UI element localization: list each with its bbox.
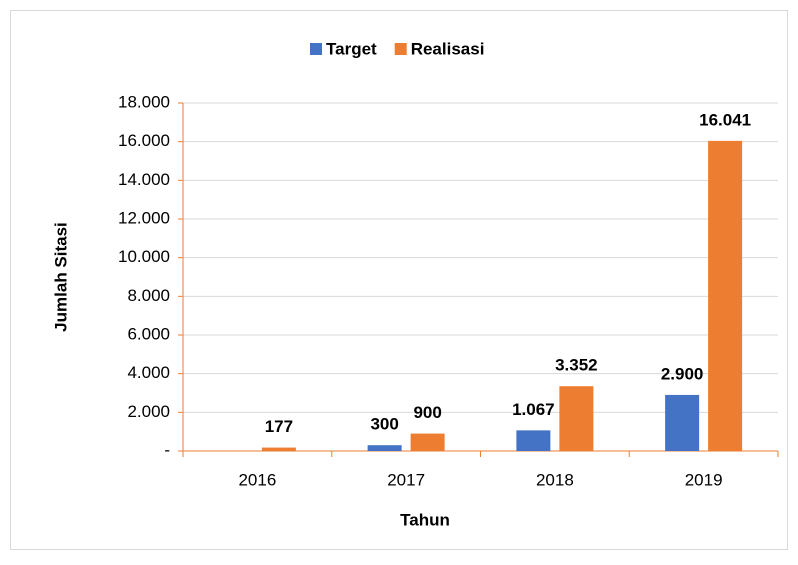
value-label: 1.067 [512, 400, 555, 419]
y-tick-label: 18.000 [118, 92, 170, 111]
x-tick-label: 2016 [238, 470, 276, 489]
legend-label: Target [326, 39, 377, 58]
bar [665, 394, 700, 451]
y-tick-label: - [164, 440, 170, 459]
value-label: 300 [370, 415, 398, 434]
y-tick-label: 12.000 [118, 208, 170, 227]
value-label: 2.900 [661, 364, 704, 383]
bar [516, 430, 551, 451]
bar [261, 447, 296, 451]
value-label: 177 [265, 417, 293, 436]
y-tick-label: 10.000 [118, 247, 170, 266]
bar [367, 445, 402, 451]
y-tick-label: 16.000 [118, 131, 170, 150]
x-tick-label: 2018 [536, 470, 574, 489]
y-tick-label: 8.000 [127, 286, 170, 305]
bar [559, 386, 594, 451]
y-tick-label: 6.000 [127, 324, 170, 343]
legend-label: Realisasi [411, 39, 485, 58]
x-axis-title: Tahun [400, 510, 450, 529]
y-tick-label: 4.000 [127, 363, 170, 382]
chart-border [10, 10, 788, 550]
value-label: 900 [413, 403, 441, 422]
value-label: 3.352 [555, 356, 598, 375]
y-axis-title: Jumlah Sitasi [51, 222, 70, 332]
bar [410, 433, 445, 451]
x-tick-label: 2019 [685, 470, 723, 489]
value-label: 16.041 [699, 110, 751, 129]
legend-swatch [394, 43, 407, 55]
legend-swatch [310, 43, 322, 55]
bar [708, 140, 743, 451]
x-tick-label: 2017 [387, 470, 425, 489]
y-tick-label: 2.000 [127, 402, 170, 421]
y-tick-label: 14.000 [118, 170, 170, 189]
